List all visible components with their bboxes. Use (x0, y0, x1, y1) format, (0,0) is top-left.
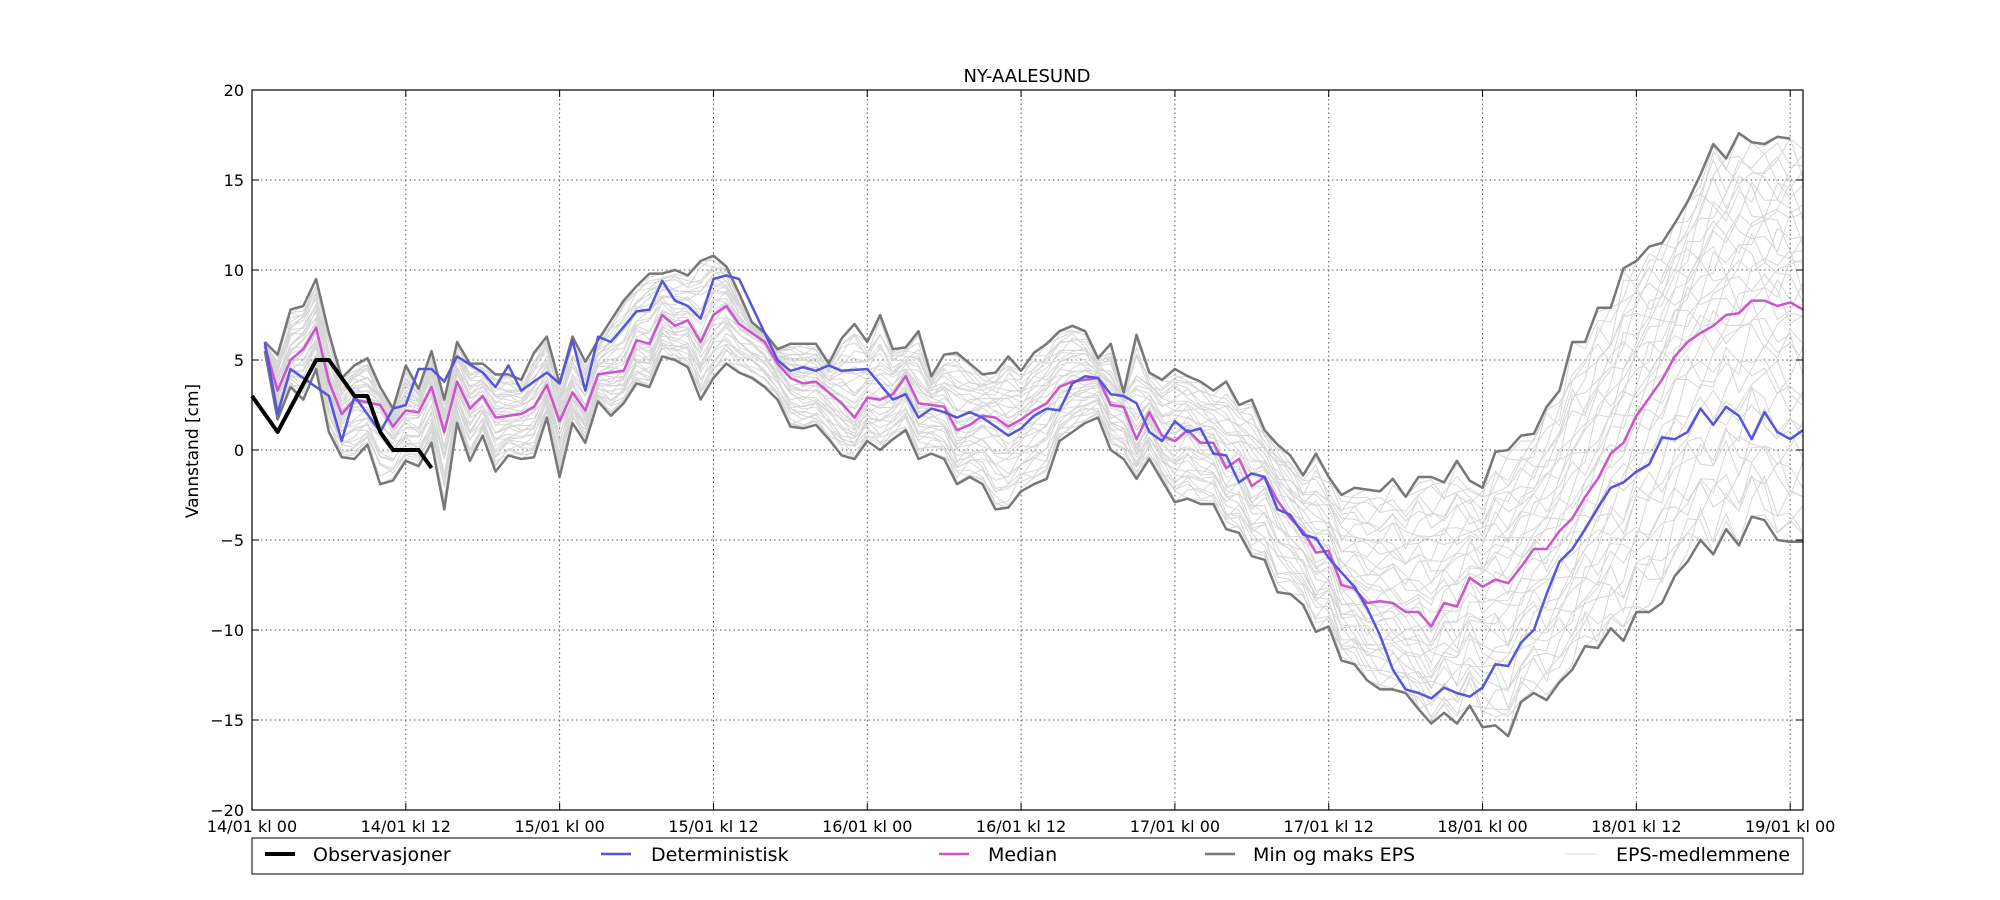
x-ticks: 14/01 kl 00 14/01 kl 12 15/01 kl 00 15/01 k… (207, 90, 1835, 836)
eps-member-line (264, 337, 1804, 693)
y-tick-label: 5 (234, 351, 244, 370)
y-tick-label: −20 (210, 801, 244, 820)
legend-label-deterministisk: Deterministisk (651, 844, 789, 866)
y-ticks: 20 15 10 5 0 −5 −10 −15 −20 (210, 81, 1803, 820)
x-tick-label: 14/01 kl 00 (207, 817, 297, 836)
x-tick-label: 18/01 kl 12 (1591, 817, 1681, 836)
x-tick-label: 19/01 kl 00 (1745, 817, 1835, 836)
eps-member-line (264, 154, 1804, 522)
eps-member-line (264, 276, 1804, 634)
eps-member-line (264, 137, 1804, 514)
eps-member-line (264, 327, 1804, 679)
eps-member-line (264, 227, 1804, 586)
x-tick-label: 15/01 kl 00 (514, 817, 604, 836)
eps-member-line (264, 317, 1804, 644)
legend-label-median: Median (988, 844, 1057, 866)
eps-member-line (264, 340, 1804, 688)
eps-member-line (264, 319, 1804, 665)
x-tick-label: 17/01 kl 00 (1130, 817, 1220, 836)
eps-member-line (264, 325, 1804, 659)
eps-members-layer (264, 132, 1804, 737)
eps-member-line (264, 344, 1804, 716)
y-tick-label: 0 (234, 441, 244, 460)
max-eps-line (263, 131, 1791, 499)
eps-member-line (264, 344, 1804, 702)
eps-member-line (264, 343, 1804, 718)
x-tick-label: 18/01 kl 00 (1437, 817, 1527, 836)
y-tick-label: 15 (224, 171, 244, 190)
eps-member-line (264, 204, 1804, 565)
x-tick-label: 15/01 kl 12 (668, 817, 758, 836)
eps-member-line (264, 317, 1804, 650)
legend-frame (251, 837, 1804, 875)
chart-title: NY-AALESUND (964, 66, 1091, 87)
legend: Observasjoner Deterministisk Median Min … (251, 837, 1804, 875)
eps-member-line (264, 299, 1804, 647)
y-tick-label: −15 (210, 711, 244, 730)
eps-member-line (264, 232, 1804, 600)
y-tick-label: 10 (224, 261, 244, 280)
y-tick-label: −10 (210, 621, 244, 640)
x-tick-label: 16/01 kl 12 (976, 817, 1066, 836)
y-tick-label: −5 (220, 531, 244, 550)
y-tick-label: 20 (224, 81, 244, 100)
x-tick-label: 14/01 kl 12 (361, 817, 451, 836)
x-tick-label: 17/01 kl 12 (1284, 817, 1374, 836)
median-line (263, 299, 1804, 628)
eps-member-line (264, 347, 1804, 725)
eps-member-line (264, 217, 1804, 578)
legend-label-eps-medlemmene: EPS-medlemmene (1616, 844, 1790, 866)
series-layer (250, 131, 1804, 738)
deterministisk-line (263, 274, 1804, 700)
y-axis-label: Vannstand [cm] (183, 384, 203, 518)
legend-label-observasjoner: Observasjoner (313, 844, 451, 866)
eps-member-line (264, 322, 1804, 668)
observasjoner-line (250, 358, 434, 470)
legend-label-min-maks-eps: Min og maks EPS (1253, 844, 1415, 866)
x-tick-label: 16/01 kl 00 (822, 817, 912, 836)
eps-member-line (264, 155, 1804, 536)
min-eps-line (263, 350, 1803, 738)
